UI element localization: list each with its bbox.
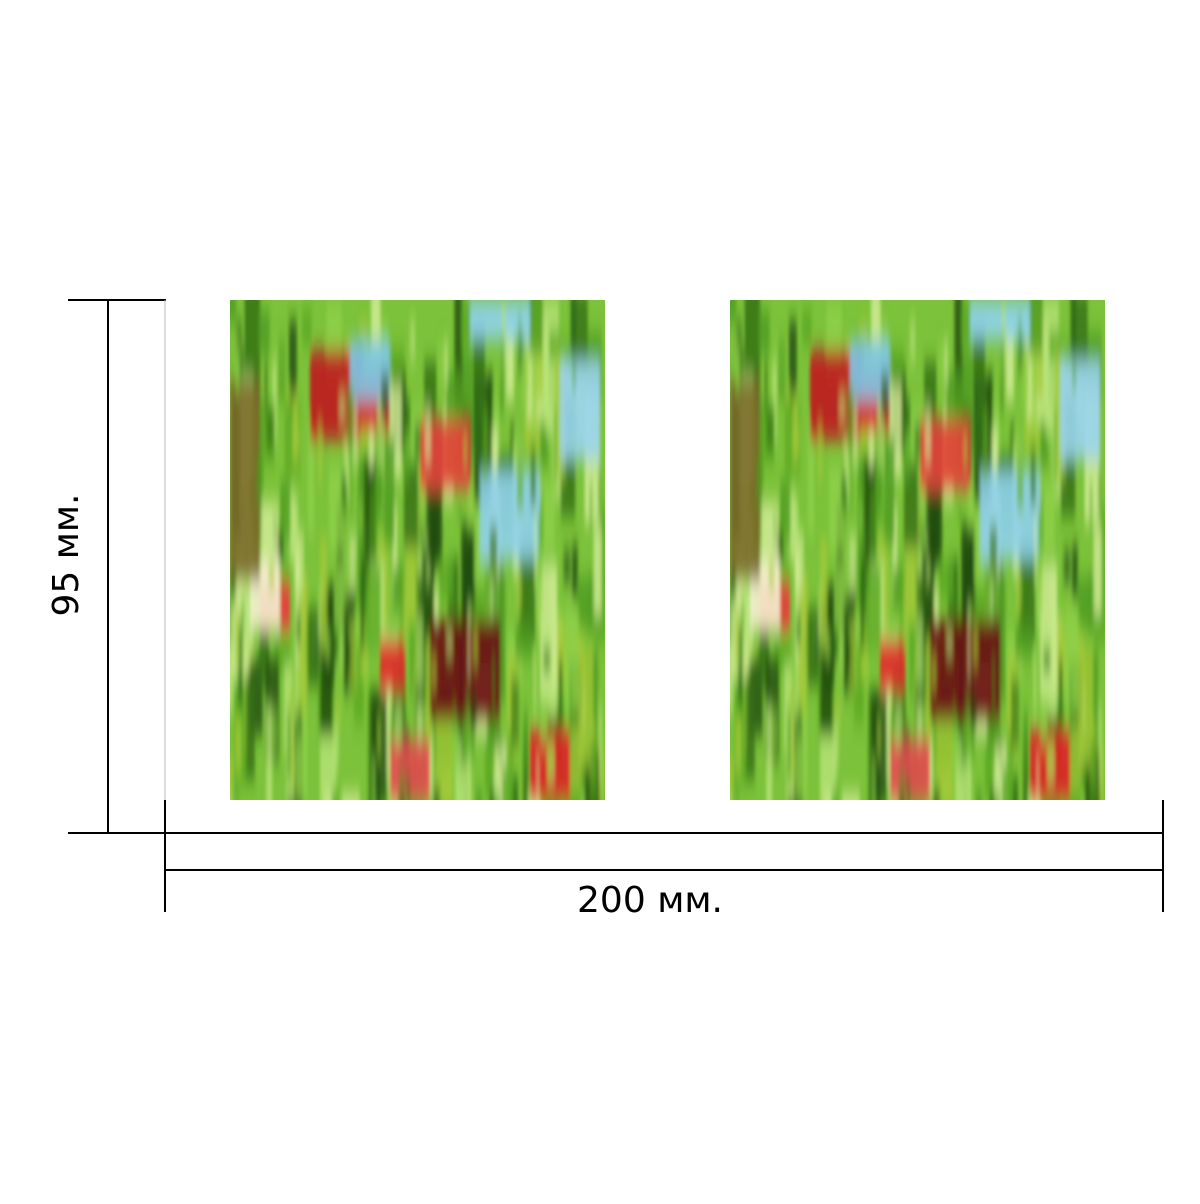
height-label: 95 мм.	[46, 493, 87, 616]
photo-panel-left	[225, 280, 608, 916]
width-label: 200 мм.	[577, 880, 723, 921]
photo-panel-right	[725, 280, 1108, 916]
